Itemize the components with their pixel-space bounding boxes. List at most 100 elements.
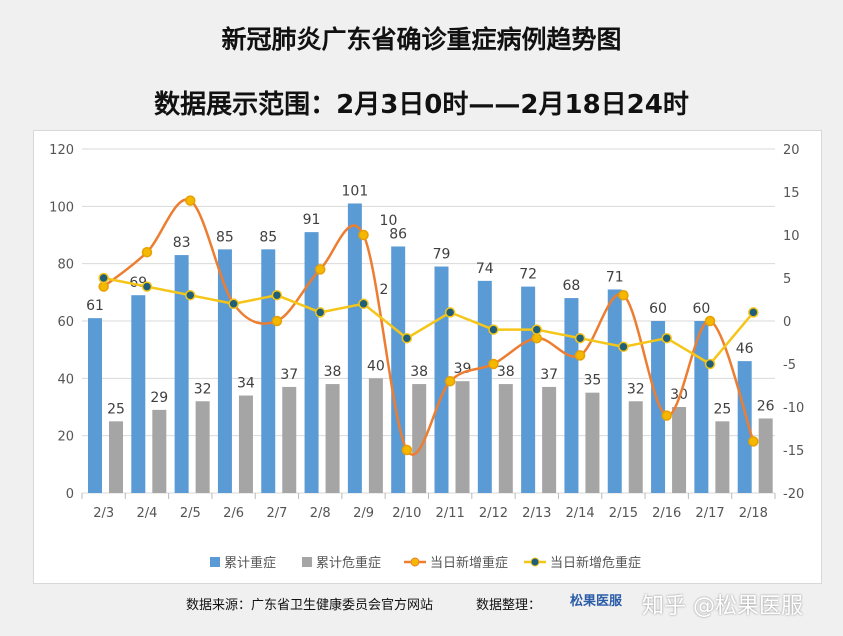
- bar-critical: [325, 384, 340, 493]
- bar-critical: [715, 421, 730, 493]
- x-tick-label: 2/17: [695, 506, 724, 521]
- legend-label: 累计重症: [224, 555, 276, 571]
- line-marker: [98, 281, 109, 292]
- line-marker: [98, 272, 109, 284]
- bar-data-label: 60: [649, 301, 667, 317]
- bar-critical: [282, 386, 297, 493]
- bar-severe: [174, 255, 189, 493]
- line-marker: [748, 436, 759, 447]
- x-tick-label: 2/5: [180, 506, 201, 521]
- legend-label: 当日新增重症: [430, 555, 508, 571]
- bar-critical: [542, 386, 557, 493]
- bar-critical: [585, 392, 600, 493]
- bar-data-label: 61: [86, 298, 104, 314]
- bar-data-label: 38: [324, 364, 342, 380]
- line-marker: [401, 444, 413, 456]
- bar-critical: [152, 409, 167, 493]
- bar-severe: [434, 266, 449, 493]
- line-marker: [574, 350, 586, 361]
- right-tick-label: -15: [783, 444, 804, 459]
- bar-data-label: 86: [389, 226, 407, 242]
- bar-critical: [498, 384, 513, 493]
- bar-severe: [88, 318, 102, 493]
- line-marker: [141, 246, 153, 258]
- bar-data-label: 46: [736, 341, 754, 357]
- watermark: 知乎 @松果医服: [642, 594, 803, 619]
- line-marker: [574, 332, 586, 344]
- bar-data-label: 38: [410, 364, 428, 380]
- bar-data-label: 26: [757, 398, 775, 414]
- line-new-severe: [102, 198, 755, 456]
- line-new-critical: [103, 276, 755, 366]
- line-marker: [314, 264, 326, 275]
- left-tick-label: 20: [57, 430, 74, 445]
- x-tick-label: 2/10: [392, 506, 421, 521]
- bar-data-label: 25: [713, 401, 731, 417]
- legend-swatch: [302, 557, 312, 567]
- x-tick-label: 2/11: [436, 506, 465, 521]
- bar-critical: [109, 421, 123, 493]
- bar-data-label: 38: [497, 364, 515, 380]
- left-tick-label: 80: [57, 258, 74, 273]
- bar-data-label: 25: [107, 401, 125, 417]
- line-marker: [358, 298, 369, 310]
- bar-critical: [412, 384, 427, 493]
- line-marker: [271, 289, 283, 301]
- line-marker: [704, 315, 716, 327]
- right-tick-label: 15: [783, 186, 800, 201]
- line-marker: [141, 281, 153, 292]
- right-tick-label: 10: [783, 229, 800, 244]
- bar-data-label: 71: [606, 269, 624, 285]
- x-tick-label: 2/18: [739, 506, 768, 521]
- line-marker: [488, 358, 499, 370]
- line-marker: [531, 332, 543, 344]
- bar-data-label: 37: [280, 367, 298, 383]
- line-marker: [618, 341, 629, 353]
- x-tick-label: 2/7: [266, 506, 287, 521]
- bar-data-label: 68: [563, 278, 581, 294]
- bar-severe: [304, 232, 319, 493]
- line-marker: [661, 332, 672, 344]
- right-tick-label: -20: [783, 487, 804, 502]
- line-marker: [444, 307, 456, 318]
- bar-severe: [521, 286, 536, 493]
- line-marker: [401, 332, 413, 344]
- left-tick-label: 60: [57, 315, 74, 330]
- right-tick-label: 20: [783, 143, 800, 158]
- line-marker: [704, 358, 716, 370]
- bar-data-label: 72: [519, 267, 537, 283]
- bar-severe: [607, 289, 622, 493]
- line-marker: [661, 410, 672, 421]
- bar-critical: [758, 418, 773, 493]
- bar-severe: [477, 280, 492, 493]
- x-tick-label: 2/13: [522, 506, 551, 521]
- line-marker: [488, 324, 499, 335]
- line-marker: [531, 324, 543, 335]
- bar-critical: [628, 401, 643, 493]
- left-tick-label: 100: [49, 200, 74, 215]
- legend-label: 当日新增危重症: [550, 555, 641, 571]
- bar-data-label: 37: [540, 367, 558, 383]
- right-tick-label: -5: [783, 358, 796, 373]
- right-tick-label: 0: [783, 315, 791, 330]
- x-tick-label: 2/8: [310, 506, 331, 521]
- line-marker: [444, 375, 456, 387]
- bar-critical: [672, 407, 687, 493]
- line-marker: [748, 307, 759, 318]
- bar-data-label: 74: [476, 261, 494, 277]
- bar-data-label: 85: [259, 229, 277, 245]
- bar-severe: [131, 295, 146, 493]
- x-tick-label: 2/9: [353, 506, 374, 521]
- bar-data-label: 85: [216, 229, 234, 245]
- line-marker: [358, 229, 369, 241]
- line-marker: [185, 289, 196, 301]
- legend-swatch: [210, 557, 220, 567]
- bar-severe: [217, 249, 232, 493]
- bar-data-label: 91: [303, 212, 321, 228]
- x-tick-label: 2/3: [93, 506, 114, 521]
- x-tick-label: 2/4: [137, 506, 158, 521]
- line-marker: [618, 289, 629, 301]
- chart-title: 新冠肺炎广东省确诊重症病例趋势图: [221, 25, 622, 54]
- left-tick-label: 40: [57, 372, 74, 387]
- x-tick-label: 2/16: [652, 506, 681, 521]
